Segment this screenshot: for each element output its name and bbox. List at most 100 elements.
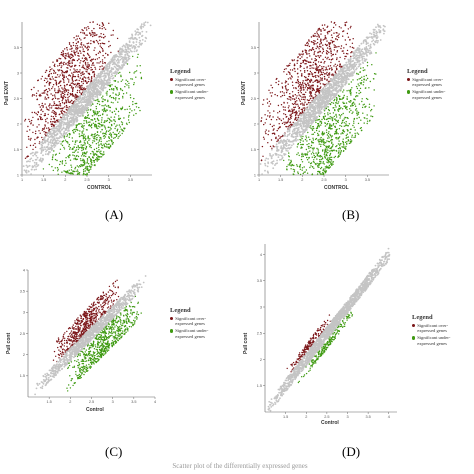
over-expressed-point	[90, 40, 92, 42]
over-expressed-point	[40, 95, 42, 97]
under-expressed-point	[315, 152, 317, 154]
over-expressed-point	[330, 21, 333, 23]
over-expressed-point	[41, 75, 43, 78]
under-expressed-point	[322, 140, 324, 142]
under-expressed-point	[121, 89, 124, 92]
over-expressed-point	[285, 68, 287, 70]
under-expressed-point	[342, 142, 345, 144]
over-expressed-point	[63, 61, 65, 64]
over-expressed-point	[350, 52, 352, 54]
over-expressed-point	[328, 58, 330, 61]
non-significant-point	[68, 108, 71, 111]
non-significant-point	[131, 36, 134, 38]
over-expressed-point	[324, 60, 326, 63]
under-expressed-point	[64, 170, 67, 173]
over-expressed-point	[92, 58, 95, 60]
under-expressed-point	[363, 122, 365, 124]
non-significant-point	[283, 132, 286, 135]
x-tick-label: 3.5	[128, 178, 133, 182]
under-expressed-point	[337, 119, 339, 122]
over-expressed-point	[331, 40, 334, 42]
over-expressed-point	[274, 93, 276, 96]
under-expressed-point	[329, 150, 331, 152]
non-significant-point	[99, 87, 102, 90]
over-expressed-point	[288, 124, 290, 127]
over-expressed-point	[314, 62, 317, 65]
over-expressed-point	[79, 46, 81, 48]
under-expressed-point	[91, 123, 93, 126]
over-expressed-point	[278, 135, 280, 137]
over-expressed-point	[75, 35, 78, 37]
non-significant-point	[69, 113, 71, 116]
over-expressed-point	[54, 79, 56, 82]
under-expressed-point	[113, 133, 116, 135]
under-expressed-point	[126, 84, 128, 86]
under-expressed-point	[335, 119, 337, 122]
under-expressed-point	[101, 97, 103, 99]
over-expressed-point	[93, 71, 95, 73]
under-expressed-point	[326, 152, 328, 154]
under-expressed-point	[80, 123, 82, 125]
over-expressed-point	[97, 43, 100, 45]
non-significant-point	[29, 160, 31, 163]
non-significant-point	[129, 48, 132, 50]
under-expressed-point	[82, 161, 85, 163]
non-significant-point	[55, 125, 58, 128]
over-expressed-point	[78, 58, 80, 60]
over-expressed-point	[295, 113, 297, 115]
under-expressed-point	[106, 105, 108, 107]
under-expressed-point	[103, 143, 105, 145]
under-expressed-point	[296, 146, 298, 148]
under-expressed-point	[305, 148, 308, 151]
non-significant-point	[126, 52, 129, 55]
scatter-panel-a: 1 1.5 2 2.5 3 3.5 1 1.5 2 2.5 3 3.5 Pull EXNT CONTR…	[0, 0, 237, 230]
over-expressed-point	[308, 53, 310, 55]
under-expressed-point	[320, 143, 322, 146]
under-expressed-point	[135, 102, 138, 105]
over-expressed-point	[330, 59, 332, 61]
under-expressed-point	[90, 127, 93, 129]
over-expressed-point	[316, 35, 318, 38]
over-expressed-point	[53, 70, 56, 72]
under-expressed-point	[347, 130, 349, 132]
under-expressed-point	[106, 130, 108, 132]
x-tick-label: 1	[21, 178, 23, 182]
over-expressed-point	[82, 60, 85, 63]
over-expressed-point	[311, 89, 314, 92]
over-expressed-point	[322, 48, 324, 51]
under-expressed-point	[328, 167, 330, 169]
over-expressed-point	[318, 91, 320, 94]
over-expressed-point	[87, 45, 89, 47]
over-expressed-point	[70, 54, 72, 56]
under-expressed-point	[343, 118, 345, 120]
over-expressed-point	[320, 70, 322, 73]
under-expressed-point	[322, 162, 324, 164]
non-significant-point	[34, 152, 37, 154]
over-expressed-point	[53, 72, 55, 74]
under-expressed-point	[63, 164, 66, 167]
under-expressed-point	[346, 136, 348, 139]
non-significant-point	[87, 90, 90, 93]
over-expressed-point	[46, 117, 48, 120]
over-expressed-point	[101, 36, 103, 38]
under-expressed-point	[312, 137, 314, 139]
under-expressed-point	[292, 168, 294, 171]
non-significant-point	[72, 122, 75, 125]
non-significant-point	[73, 114, 76, 116]
over-expressed-point	[28, 138, 30, 140]
over-expressed-point	[313, 89, 315, 91]
over-expressed-point	[324, 77, 326, 80]
under-expressed-point	[85, 166, 87, 168]
over-expressed-point	[269, 112, 271, 114]
non-significant-point	[58, 128, 61, 130]
non-significant-point	[81, 113, 84, 116]
over-expressed-point	[67, 64, 69, 66]
over-expressed-point	[58, 101, 60, 103]
under-expressed-points	[42, 53, 143, 176]
over-expressed-points	[24, 21, 120, 159]
under-expressed-point	[328, 145, 330, 147]
over-expressed-point	[321, 68, 323, 70]
under-expressed-point	[362, 69, 364, 72]
non-significant-point	[78, 115, 81, 118]
under-expressed-point	[119, 134, 121, 136]
